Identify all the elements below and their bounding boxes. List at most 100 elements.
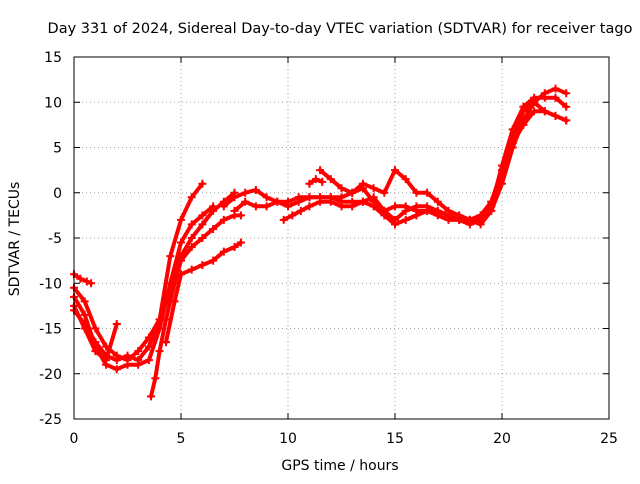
data-point — [91, 324, 100, 333]
data-point — [288, 211, 297, 220]
data-point — [209, 224, 218, 233]
data-point — [151, 374, 160, 383]
data-point — [102, 356, 111, 365]
x-axis-label: GPS time / hours — [281, 458, 398, 474]
data-point — [455, 211, 464, 220]
y-tick-label: 0 — [53, 186, 62, 202]
data-point — [241, 197, 250, 206]
data-point — [219, 202, 228, 211]
data-point — [423, 206, 432, 215]
data-point — [551, 111, 560, 120]
data-point — [236, 238, 245, 247]
data-point — [316, 197, 325, 206]
data-point — [198, 179, 207, 188]
data-point — [391, 220, 399, 229]
grid — [74, 57, 609, 419]
y-axis-label: SDTVAR / TECUs — [7, 182, 23, 297]
data-point — [562, 89, 571, 98]
data-point — [296, 206, 305, 215]
data-point — [147, 392, 156, 401]
data-point — [209, 256, 218, 265]
series-line — [318, 86, 569, 227]
data-point — [562, 102, 571, 111]
data-point — [219, 247, 228, 256]
data-point — [273, 197, 282, 206]
x-tick-label: 10 — [279, 431, 297, 447]
data-point — [380, 188, 389, 197]
data-point — [262, 202, 271, 211]
data-point — [198, 220, 207, 229]
data-point — [519, 102, 528, 111]
data-point — [391, 166, 399, 175]
data-point — [412, 202, 421, 211]
data-point — [401, 206, 410, 215]
data-point — [326, 175, 335, 184]
data-point — [284, 202, 292, 211]
data-point — [251, 202, 260, 211]
data-point — [508, 125, 517, 134]
data-point — [76, 274, 85, 283]
data-point — [162, 315, 171, 324]
y-tick-label: -10 — [39, 276, 62, 292]
y-tick-label: -20 — [39, 367, 62, 383]
data-point — [326, 197, 335, 206]
x-tick-label: 25 — [600, 431, 618, 447]
data-point — [380, 211, 389, 220]
series-11 — [316, 84, 571, 229]
data-point — [198, 234, 207, 242]
data-point — [337, 193, 346, 202]
data-point — [423, 188, 432, 197]
data-point — [91, 347, 100, 356]
data-point — [251, 186, 260, 195]
data-point — [551, 84, 560, 93]
data-point — [219, 215, 228, 224]
series-layer — [70, 84, 571, 401]
data-point — [562, 116, 571, 125]
data-point — [412, 211, 421, 220]
data-point — [134, 347, 143, 356]
data-point — [177, 270, 185, 279]
data-point — [444, 215, 453, 224]
data-point — [230, 243, 239, 252]
data-point — [87, 279, 96, 288]
data-point — [412, 188, 421, 197]
data-point — [162, 338, 171, 347]
data-point — [401, 215, 410, 224]
data-point — [337, 184, 346, 193]
data-point — [82, 277, 91, 286]
data-point — [241, 188, 250, 197]
series-6 — [147, 211, 245, 401]
data-point — [144, 356, 153, 365]
data-point — [530, 98, 539, 107]
y-tick-label: 10 — [44, 95, 62, 111]
data-point — [112, 365, 121, 374]
series-5 — [70, 270, 96, 288]
data-point — [198, 261, 207, 270]
data-point — [112, 319, 121, 328]
data-point — [508, 143, 517, 152]
data-point — [551, 93, 560, 102]
data-point — [177, 238, 185, 247]
data-point — [433, 211, 442, 220]
data-point — [444, 206, 453, 215]
data-point — [166, 252, 175, 261]
data-point — [540, 107, 549, 116]
data-point — [305, 179, 314, 188]
data-point — [348, 202, 357, 211]
data-point — [123, 360, 132, 369]
x-tick-label: 15 — [386, 431, 404, 447]
data-point — [487, 206, 496, 215]
x-tick-label: 5 — [177, 431, 186, 447]
series-7 — [162, 238, 245, 347]
data-point — [80, 297, 89, 306]
series-3 — [70, 202, 218, 374]
data-point — [279, 215, 288, 224]
data-point — [540, 89, 549, 98]
data-point — [170, 297, 179, 306]
series-4 — [70, 301, 121, 365]
data-point — [187, 265, 196, 274]
data-point — [198, 211, 207, 220]
